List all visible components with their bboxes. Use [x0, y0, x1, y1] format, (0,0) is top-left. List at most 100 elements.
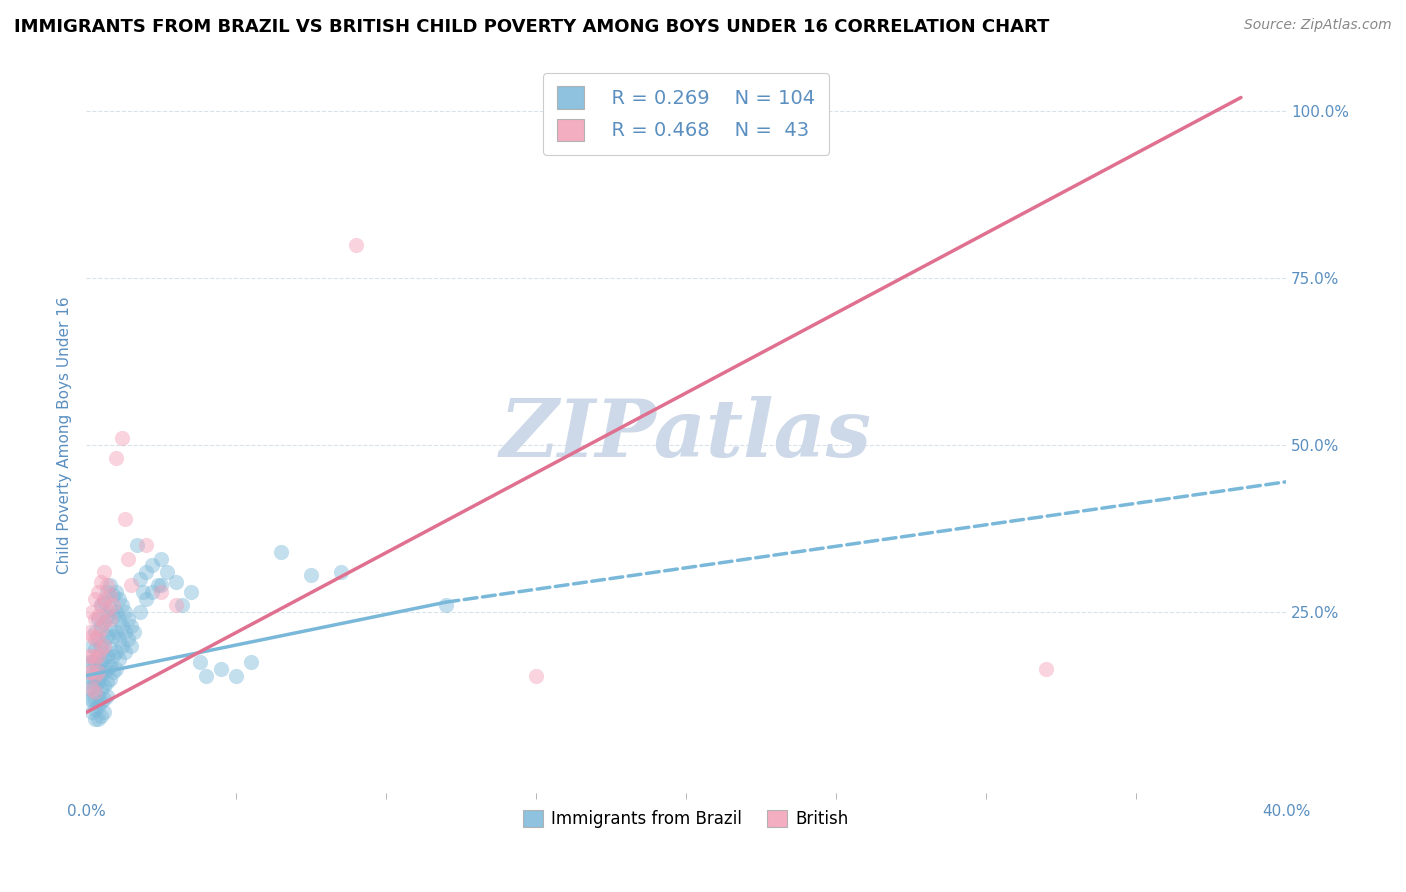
Point [80, 648, 103, 663]
Point [165, 575, 187, 590]
Point [188, 656, 211, 670]
Point [150, 585, 173, 599]
Point [330, 565, 353, 579]
Point [111, 618, 134, 632]
Point [101, 589, 124, 603]
Point [108, 632, 131, 646]
Point [524, 668, 547, 682]
Point [80, 692, 103, 706]
Point [98, 578, 121, 592]
Point [114, 645, 136, 659]
Point [96, 648, 118, 663]
Point [111, 599, 134, 613]
Point [150, 578, 173, 592]
Point [84, 679, 107, 693]
Point [87, 648, 110, 663]
Point [77, 692, 100, 706]
Point [77, 656, 100, 670]
Point [165, 599, 187, 613]
Point [101, 599, 124, 613]
Point [141, 585, 163, 599]
Text: ZIPatlas: ZIPatlas [501, 396, 872, 474]
Point [96, 662, 118, 676]
Point [111, 431, 134, 445]
Point [93, 635, 115, 649]
Point [93, 692, 115, 706]
Point [90, 622, 112, 636]
Point [180, 585, 202, 599]
Point [344, 237, 367, 252]
Point [90, 639, 112, 653]
Point [114, 511, 136, 525]
Point [93, 595, 115, 609]
Point [93, 591, 115, 606]
Point [87, 698, 110, 713]
Point [111, 639, 134, 653]
Point [98, 672, 121, 686]
Point [77, 648, 100, 663]
Point [80, 656, 103, 670]
Point [87, 662, 110, 676]
Point [1035, 662, 1057, 676]
Point [105, 645, 128, 659]
Point [434, 599, 457, 613]
Point [80, 605, 103, 619]
Text: Source: ZipAtlas.com: Source: ZipAtlas.com [1244, 18, 1392, 32]
Point [84, 652, 107, 666]
Point [77, 665, 100, 680]
Point [114, 625, 136, 640]
Point [80, 706, 103, 720]
Point [93, 706, 115, 720]
Point [195, 668, 218, 682]
Point [84, 692, 107, 706]
Point [84, 685, 107, 699]
Point [135, 591, 157, 606]
Point [105, 625, 128, 640]
Point [101, 665, 124, 680]
Point [84, 656, 107, 670]
Point [90, 642, 112, 657]
Point [80, 665, 103, 680]
Point [90, 618, 112, 632]
Point [117, 612, 139, 626]
Point [108, 591, 131, 606]
Point [240, 656, 263, 670]
Point [87, 585, 110, 599]
Point [120, 639, 142, 653]
Point [122, 625, 145, 640]
Point [84, 625, 107, 640]
Point [299, 568, 322, 582]
Point [93, 615, 115, 630]
Point [117, 632, 139, 646]
Point [105, 605, 128, 619]
Point [90, 708, 112, 723]
Point [77, 668, 100, 682]
Point [90, 656, 112, 670]
Point [98, 642, 121, 657]
Point [80, 639, 103, 653]
Point [93, 565, 115, 579]
Point [98, 589, 121, 603]
Point [90, 668, 112, 682]
Point [96, 602, 118, 616]
Point [90, 681, 112, 696]
Point [87, 675, 110, 690]
Point [120, 578, 142, 592]
Point [150, 551, 173, 566]
Point [146, 578, 169, 592]
Point [93, 652, 115, 666]
Point [93, 615, 115, 630]
Point [84, 591, 107, 606]
Point [87, 648, 110, 663]
Point [141, 558, 163, 573]
Point [96, 629, 118, 643]
Point [98, 612, 121, 626]
Point [120, 618, 142, 632]
Point [108, 652, 131, 666]
Point [93, 665, 115, 680]
Point [170, 599, 193, 613]
Point [135, 565, 157, 579]
Point [96, 675, 118, 690]
Point [77, 625, 100, 640]
Point [129, 572, 152, 586]
